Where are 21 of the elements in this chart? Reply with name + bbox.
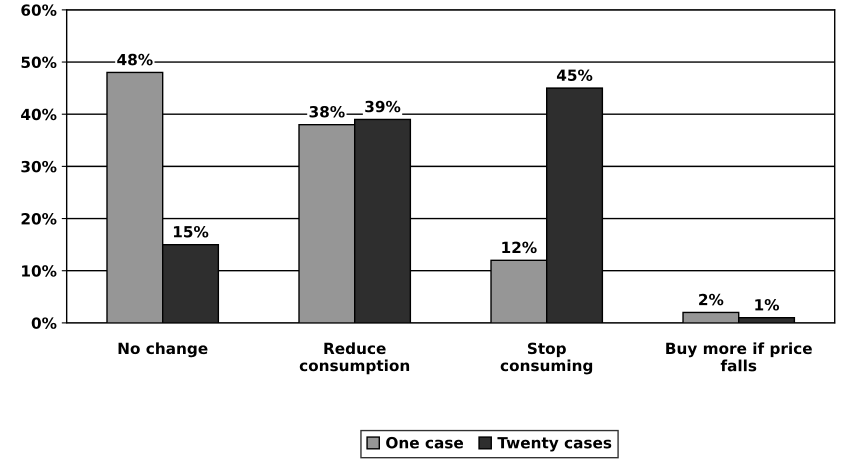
data-label: 12% [502, 242, 537, 254]
y-tick-label: 0% [32, 317, 56, 329]
y-tick-label: 30% [21, 160, 56, 172]
y-tick-label: 60% [21, 4, 56, 16]
x-tick-label: Reduce consumption [300, 342, 410, 374]
x-tick-label: No change [118, 342, 208, 358]
data-label: 38% [310, 106, 345, 118]
legend-label: One case [386, 436, 464, 448]
data-label: 1% [755, 298, 780, 311]
x-tick-label: Buy more if price falls [666, 342, 812, 372]
y-tick-label: 40% [21, 108, 56, 120]
data-label: 39% [365, 100, 400, 112]
y-tick-label: 10% [22, 265, 56, 277]
data-label: 48% [117, 54, 153, 66]
data-label: 45% [556, 69, 592, 81]
y-tick-label: 20% [22, 213, 56, 225]
data-label: 15% [174, 226, 208, 238]
legend-label: Twenty cases [497, 437, 612, 452]
data-label: 2% [699, 294, 724, 306]
y-tick-label: 50% [22, 56, 56, 68]
x-tick-label: Stop consuming [500, 342, 592, 374]
